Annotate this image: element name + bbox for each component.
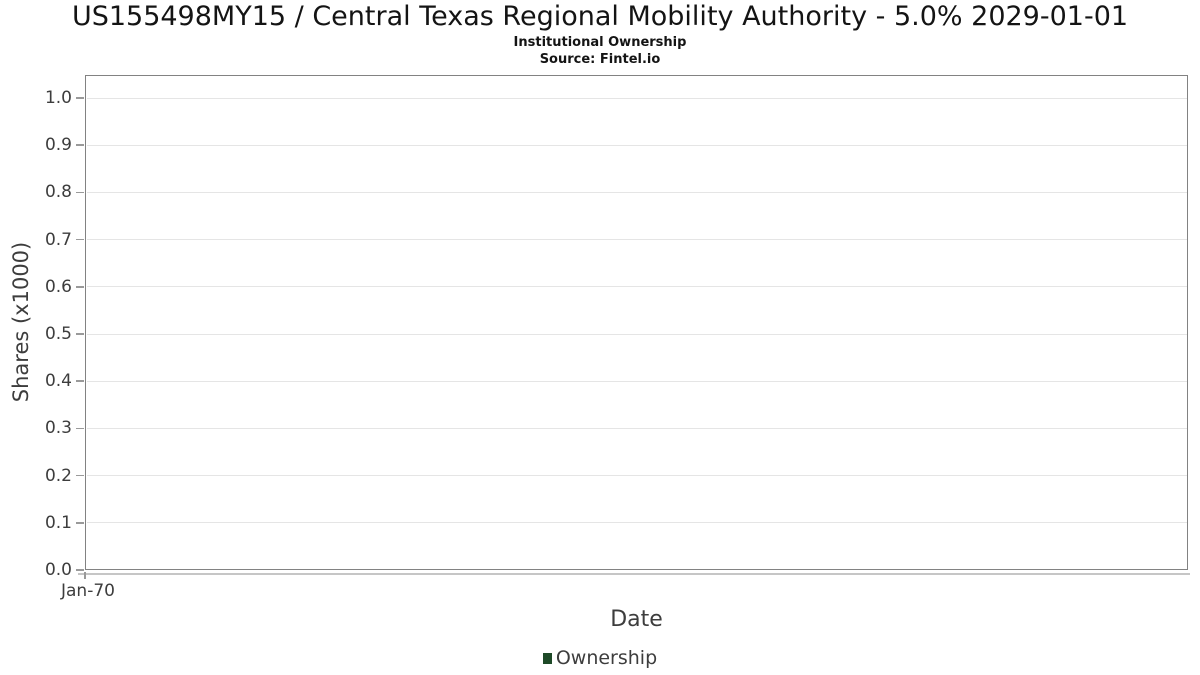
y-axis-title: Shares (x1000) bbox=[9, 241, 33, 403]
y-gridline bbox=[87, 144, 1187, 146]
chart-subtitle: Institutional Ownership bbox=[513, 35, 687, 50]
y-gridline bbox=[87, 239, 1187, 241]
x-axis-line bbox=[78, 573, 1190, 575]
y-tick-label: 0.7 bbox=[44, 229, 72, 250]
legend-label-ownership: Ownership bbox=[555, 647, 658, 669]
y-tick-mark bbox=[76, 144, 84, 146]
y-tick-label: 0.0 bbox=[44, 560, 72, 580]
y-tick-mark bbox=[76, 286, 84, 288]
y-tick-label: 0.1 bbox=[44, 512, 72, 533]
y-tick-label: 0.8 bbox=[44, 182, 72, 203]
y-tick-mark bbox=[76, 238, 84, 241]
y-tick-label: 0.9 bbox=[44, 135, 72, 156]
y-gridline bbox=[87, 522, 1187, 524]
y-tick-mark bbox=[76, 474, 84, 477]
y-gridline bbox=[87, 380, 1187, 382]
x-axis-title: Date bbox=[610, 607, 663, 632]
y-tick-label: 0.4 bbox=[44, 371, 72, 392]
y-tick-label: 0.3 bbox=[44, 418, 72, 439]
y-tick-mark bbox=[76, 522, 84, 524]
y-tick-mark bbox=[76, 569, 84, 571]
y-tick-mark bbox=[76, 191, 84, 194]
y-tick-mark bbox=[76, 380, 84, 382]
y-gridline bbox=[87, 427, 1187, 429]
y-tick-label: 1.0 bbox=[44, 88, 72, 108]
y-tick-mark bbox=[76, 333, 84, 335]
y-tick-mark bbox=[76, 97, 84, 99]
y-gridline bbox=[87, 286, 1187, 288]
plot-area[interactable] bbox=[85, 75, 1188, 570]
y-tick-mark bbox=[76, 427, 84, 430]
y-gridline bbox=[87, 97, 1187, 99]
y-tick-label: 0.2 bbox=[44, 465, 72, 486]
chart-title: US155498MY15 / Central Texas Regional Mo… bbox=[71, 1, 1129, 32]
y-gridline bbox=[87, 475, 1187, 477]
y-tick-label: 0.5 bbox=[44, 324, 72, 344]
x-tick-label: Jan-70 bbox=[61, 581, 115, 601]
legend-swatch-ownership bbox=[542, 652, 552, 664]
y-gridline bbox=[87, 333, 1187, 335]
chart-source-label: Source: Fintel.io bbox=[539, 52, 661, 67]
legend-item-ownership[interactable]: Ownership bbox=[0, 645, 1200, 671]
y-gridline bbox=[87, 191, 1187, 193]
y-tick-label: 0.6 bbox=[44, 276, 72, 297]
x-tick-mark bbox=[84, 572, 86, 579]
